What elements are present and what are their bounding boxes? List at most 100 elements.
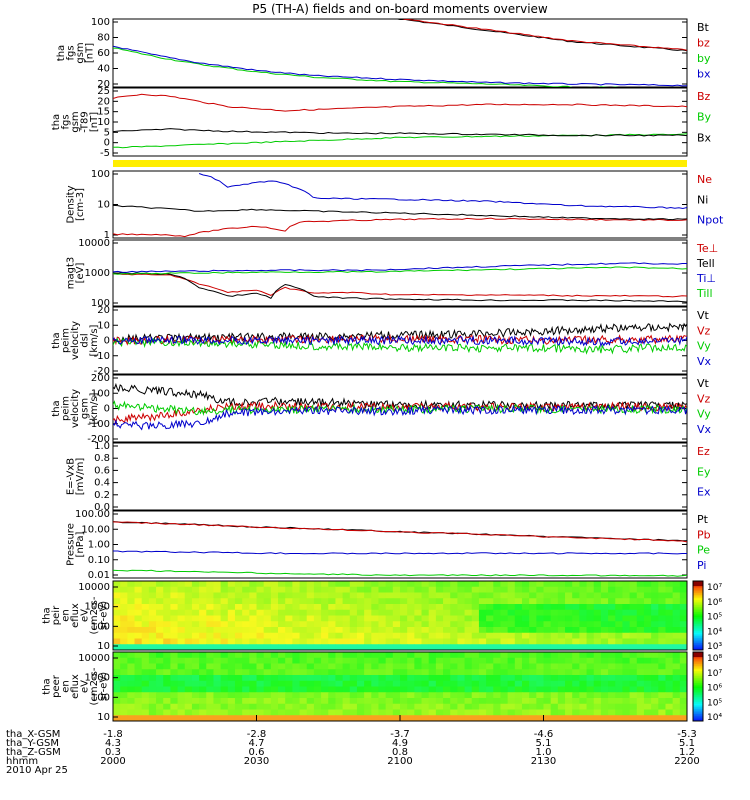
spectrogram-cell: [435, 686, 444, 693]
spectrogram-cell: [486, 709, 494, 716]
spectrogram-cell: [615, 698, 623, 705]
spectrogram-cell: [321, 581, 329, 588]
spectrogram-cell: [443, 652, 451, 659]
spectrogram-cell: [493, 609, 501, 616]
spectrogram-cell: [278, 652, 286, 659]
spectrogram-cell: [421, 627, 430, 634]
spectrogram-cell: [464, 686, 473, 693]
spectrogram-cell: [643, 686, 652, 693]
spectrogram-cell: [263, 621, 272, 628]
spectrogram-cell: [342, 644, 351, 651]
spectrogram-cell: [658, 598, 666, 605]
spectrogram-cell: [586, 638, 595, 645]
spectrogram-cell: [299, 715, 308, 722]
spectrogram-cell: [407, 675, 415, 682]
spectrogram-cell: [435, 692, 444, 699]
spectrogram-cell: [643, 615, 652, 622]
spectrogram-cell: [148, 692, 157, 699]
spectrogram-cell: [213, 621, 222, 628]
spectrogram-cell: [443, 709, 451, 716]
spectrogram-cell: [615, 663, 623, 670]
y-tick-label: 1.00: [88, 540, 110, 551]
legend-entry: Bt: [697, 21, 710, 34]
spectrogram-cell: [392, 644, 401, 651]
spectrogram-cell: [600, 598, 609, 605]
spectrogram-cell: [435, 581, 444, 588]
x-axis-row-value: 1.0: [536, 747, 552, 758]
spectrogram-cell: [156, 675, 164, 682]
legend-entry: Vy: [697, 340, 711, 353]
spectrogram-cell: [156, 709, 164, 716]
spectrogram-cell: [191, 657, 200, 664]
spectrogram-cell: [521, 592, 530, 599]
spectrogram-cell: [665, 598, 674, 605]
spectrogram-cell: [191, 621, 200, 628]
spectrogram-cell: [450, 581, 458, 588]
spectrogram-cell: [249, 627, 257, 634]
spectrogram-cell: [206, 652, 214, 659]
spectrogram-cell: [263, 669, 272, 676]
spectrogram-cell: [464, 632, 473, 639]
spectrogram-cell: [457, 692, 466, 699]
spectrogram-cell: [227, 632, 236, 639]
spectrogram-cell: [156, 598, 164, 605]
spectrogram-cell: [163, 669, 171, 676]
spectrogram-cell: [184, 592, 193, 599]
spectrogram-cell: [321, 632, 329, 639]
colorbar-tick-label: 10⁷: [707, 583, 722, 593]
spectrogram-cell: [148, 675, 157, 682]
spectrogram-cell: [321, 621, 329, 628]
spectrogram-cell: [321, 692, 329, 699]
spectrogram-cell: [529, 692, 537, 699]
spectrogram-cell: [529, 598, 537, 605]
spectrogram-cell: [378, 715, 387, 722]
spectrogram-cell: [199, 709, 207, 716]
spectrogram-cell: [292, 592, 301, 599]
spectrogram-cell: [184, 703, 193, 710]
spectrogram-cell: [572, 698, 580, 705]
spectrogram-cell: [278, 586, 286, 593]
spectrogram-cell: [400, 598, 408, 605]
spectrogram-cell: [278, 663, 286, 670]
spectrogram-cell: [392, 598, 401, 605]
spectrogram-cell: [407, 644, 415, 651]
spectrogram-cell: [220, 692, 229, 699]
spectrogram-cell: [550, 604, 559, 611]
spectrogram-cell: [278, 632, 286, 639]
spectrogram-cell: [557, 675, 566, 682]
spectrogram-cell: [227, 652, 236, 659]
spectrogram-cell: [407, 609, 415, 616]
spectrogram-cell: [414, 715, 423, 722]
spectrogram-cell: [292, 644, 301, 651]
spectrogram-cell: [177, 663, 186, 670]
spectrogram-cell: [163, 657, 171, 664]
spectrogram-cell: [622, 663, 631, 670]
spectrogram-cell: [486, 715, 494, 722]
spectrogram-cell: [471, 663, 480, 670]
spectrogram-cell: [550, 638, 559, 645]
spectrogram-cell: [565, 692, 573, 699]
spectrogram-cell: [421, 663, 430, 670]
y-tick-label: 100: [91, 621, 110, 632]
spectrogram-cell: [435, 638, 444, 645]
spectrogram-cell: [364, 652, 372, 659]
spectrogram-cell: [521, 680, 530, 687]
spectrogram-cell: [263, 586, 272, 593]
spectrogram-cell: [148, 663, 157, 670]
y-tick-label: 0.4: [94, 478, 110, 489]
legend-entry: Vz: [697, 324, 711, 337]
spectrogram-cell: [292, 615, 301, 622]
spectrogram-cell: [306, 604, 315, 611]
spectrogram-cell: [514, 657, 523, 664]
spectrogram-cell: [651, 586, 659, 593]
y-axis-label: en: [61, 680, 72, 693]
colorbar-cell: [693, 665, 703, 669]
spectrogram-cell: [242, 604, 250, 611]
spectrogram-cell: [507, 609, 516, 616]
spectrogram-cell: [543, 698, 552, 705]
legend-entry: Ne: [697, 173, 712, 186]
series-line-Pb: [113, 521, 687, 543]
spectrogram-cell: [113, 581, 121, 588]
spectrogram-cell: [608, 657, 616, 664]
spectrogram-cell: [249, 715, 257, 722]
